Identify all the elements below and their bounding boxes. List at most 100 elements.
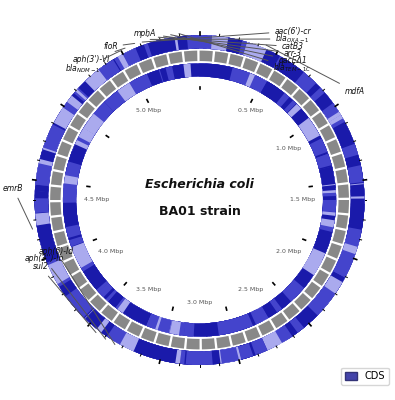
Text: bla$_{NDM-1}$: bla$_{NDM-1}$ <box>65 51 120 75</box>
Polygon shape <box>234 343 253 361</box>
Polygon shape <box>336 256 353 271</box>
Polygon shape <box>63 127 78 144</box>
Polygon shape <box>62 284 76 296</box>
Polygon shape <box>323 193 336 209</box>
Polygon shape <box>63 182 77 195</box>
Polygon shape <box>68 232 84 247</box>
Polygon shape <box>320 168 333 174</box>
Polygon shape <box>125 47 143 65</box>
Text: mphA: mphA <box>134 29 156 38</box>
Polygon shape <box>350 198 365 218</box>
Polygon shape <box>104 288 117 301</box>
Polygon shape <box>270 292 292 312</box>
Polygon shape <box>288 276 307 296</box>
Polygon shape <box>171 64 185 79</box>
Polygon shape <box>64 214 79 230</box>
Polygon shape <box>331 118 345 128</box>
Polygon shape <box>310 138 329 160</box>
Polygon shape <box>292 69 315 92</box>
Polygon shape <box>282 280 304 302</box>
Polygon shape <box>63 172 79 191</box>
Polygon shape <box>297 262 318 283</box>
Polygon shape <box>312 245 327 258</box>
Polygon shape <box>35 209 49 218</box>
Polygon shape <box>82 117 101 138</box>
Polygon shape <box>318 234 331 240</box>
Polygon shape <box>168 35 192 52</box>
Polygon shape <box>322 201 336 214</box>
Polygon shape <box>281 97 303 119</box>
Polygon shape <box>75 81 94 100</box>
Polygon shape <box>45 123 66 146</box>
Polygon shape <box>52 267 70 285</box>
Polygon shape <box>212 36 231 52</box>
Polygon shape <box>346 157 360 164</box>
Polygon shape <box>281 97 297 113</box>
Polygon shape <box>110 293 125 309</box>
Polygon shape <box>35 199 48 203</box>
Polygon shape <box>316 155 333 174</box>
Polygon shape <box>280 290 293 304</box>
Polygon shape <box>96 61 118 82</box>
Polygon shape <box>207 35 225 50</box>
Polygon shape <box>226 319 235 333</box>
Polygon shape <box>335 126 351 139</box>
Polygon shape <box>164 64 185 81</box>
Polygon shape <box>237 312 256 330</box>
Polygon shape <box>119 332 143 353</box>
Legend: CDS: CDS <box>341 368 389 385</box>
Polygon shape <box>329 268 347 285</box>
Polygon shape <box>66 227 83 245</box>
Polygon shape <box>36 156 54 180</box>
Polygon shape <box>233 341 259 361</box>
Polygon shape <box>185 64 192 77</box>
Polygon shape <box>103 322 114 336</box>
Polygon shape <box>81 72 105 94</box>
Polygon shape <box>35 198 49 213</box>
Polygon shape <box>173 35 199 50</box>
Polygon shape <box>230 344 249 362</box>
Polygon shape <box>307 257 320 268</box>
Polygon shape <box>192 63 205 77</box>
Polygon shape <box>326 278 340 291</box>
Polygon shape <box>187 35 194 49</box>
Polygon shape <box>40 237 54 245</box>
Polygon shape <box>184 51 198 62</box>
Polygon shape <box>121 301 145 322</box>
Polygon shape <box>322 198 336 217</box>
Polygon shape <box>121 53 131 67</box>
Polygon shape <box>113 85 133 105</box>
Polygon shape <box>64 167 80 184</box>
Polygon shape <box>175 350 181 364</box>
Polygon shape <box>187 323 207 337</box>
Polygon shape <box>186 323 205 337</box>
Polygon shape <box>35 193 49 209</box>
Polygon shape <box>45 120 67 146</box>
Polygon shape <box>264 332 280 349</box>
Polygon shape <box>98 66 112 81</box>
Polygon shape <box>306 248 325 268</box>
Polygon shape <box>239 41 248 56</box>
Polygon shape <box>211 64 233 80</box>
Polygon shape <box>64 210 77 220</box>
Polygon shape <box>172 349 184 364</box>
Polygon shape <box>63 191 77 212</box>
Polygon shape <box>315 228 333 248</box>
Polygon shape <box>142 312 155 328</box>
Polygon shape <box>104 89 128 112</box>
Polygon shape <box>253 338 267 354</box>
Polygon shape <box>135 309 150 325</box>
Polygon shape <box>199 35 203 49</box>
Polygon shape <box>63 199 76 208</box>
Polygon shape <box>310 248 325 260</box>
Polygon shape <box>286 286 298 298</box>
Polygon shape <box>283 317 304 338</box>
Polygon shape <box>83 73 103 93</box>
Polygon shape <box>65 162 81 178</box>
Polygon shape <box>273 56 292 75</box>
Polygon shape <box>339 136 359 162</box>
Polygon shape <box>342 144 360 166</box>
Polygon shape <box>221 318 238 334</box>
Polygon shape <box>291 308 315 332</box>
Polygon shape <box>290 271 311 294</box>
